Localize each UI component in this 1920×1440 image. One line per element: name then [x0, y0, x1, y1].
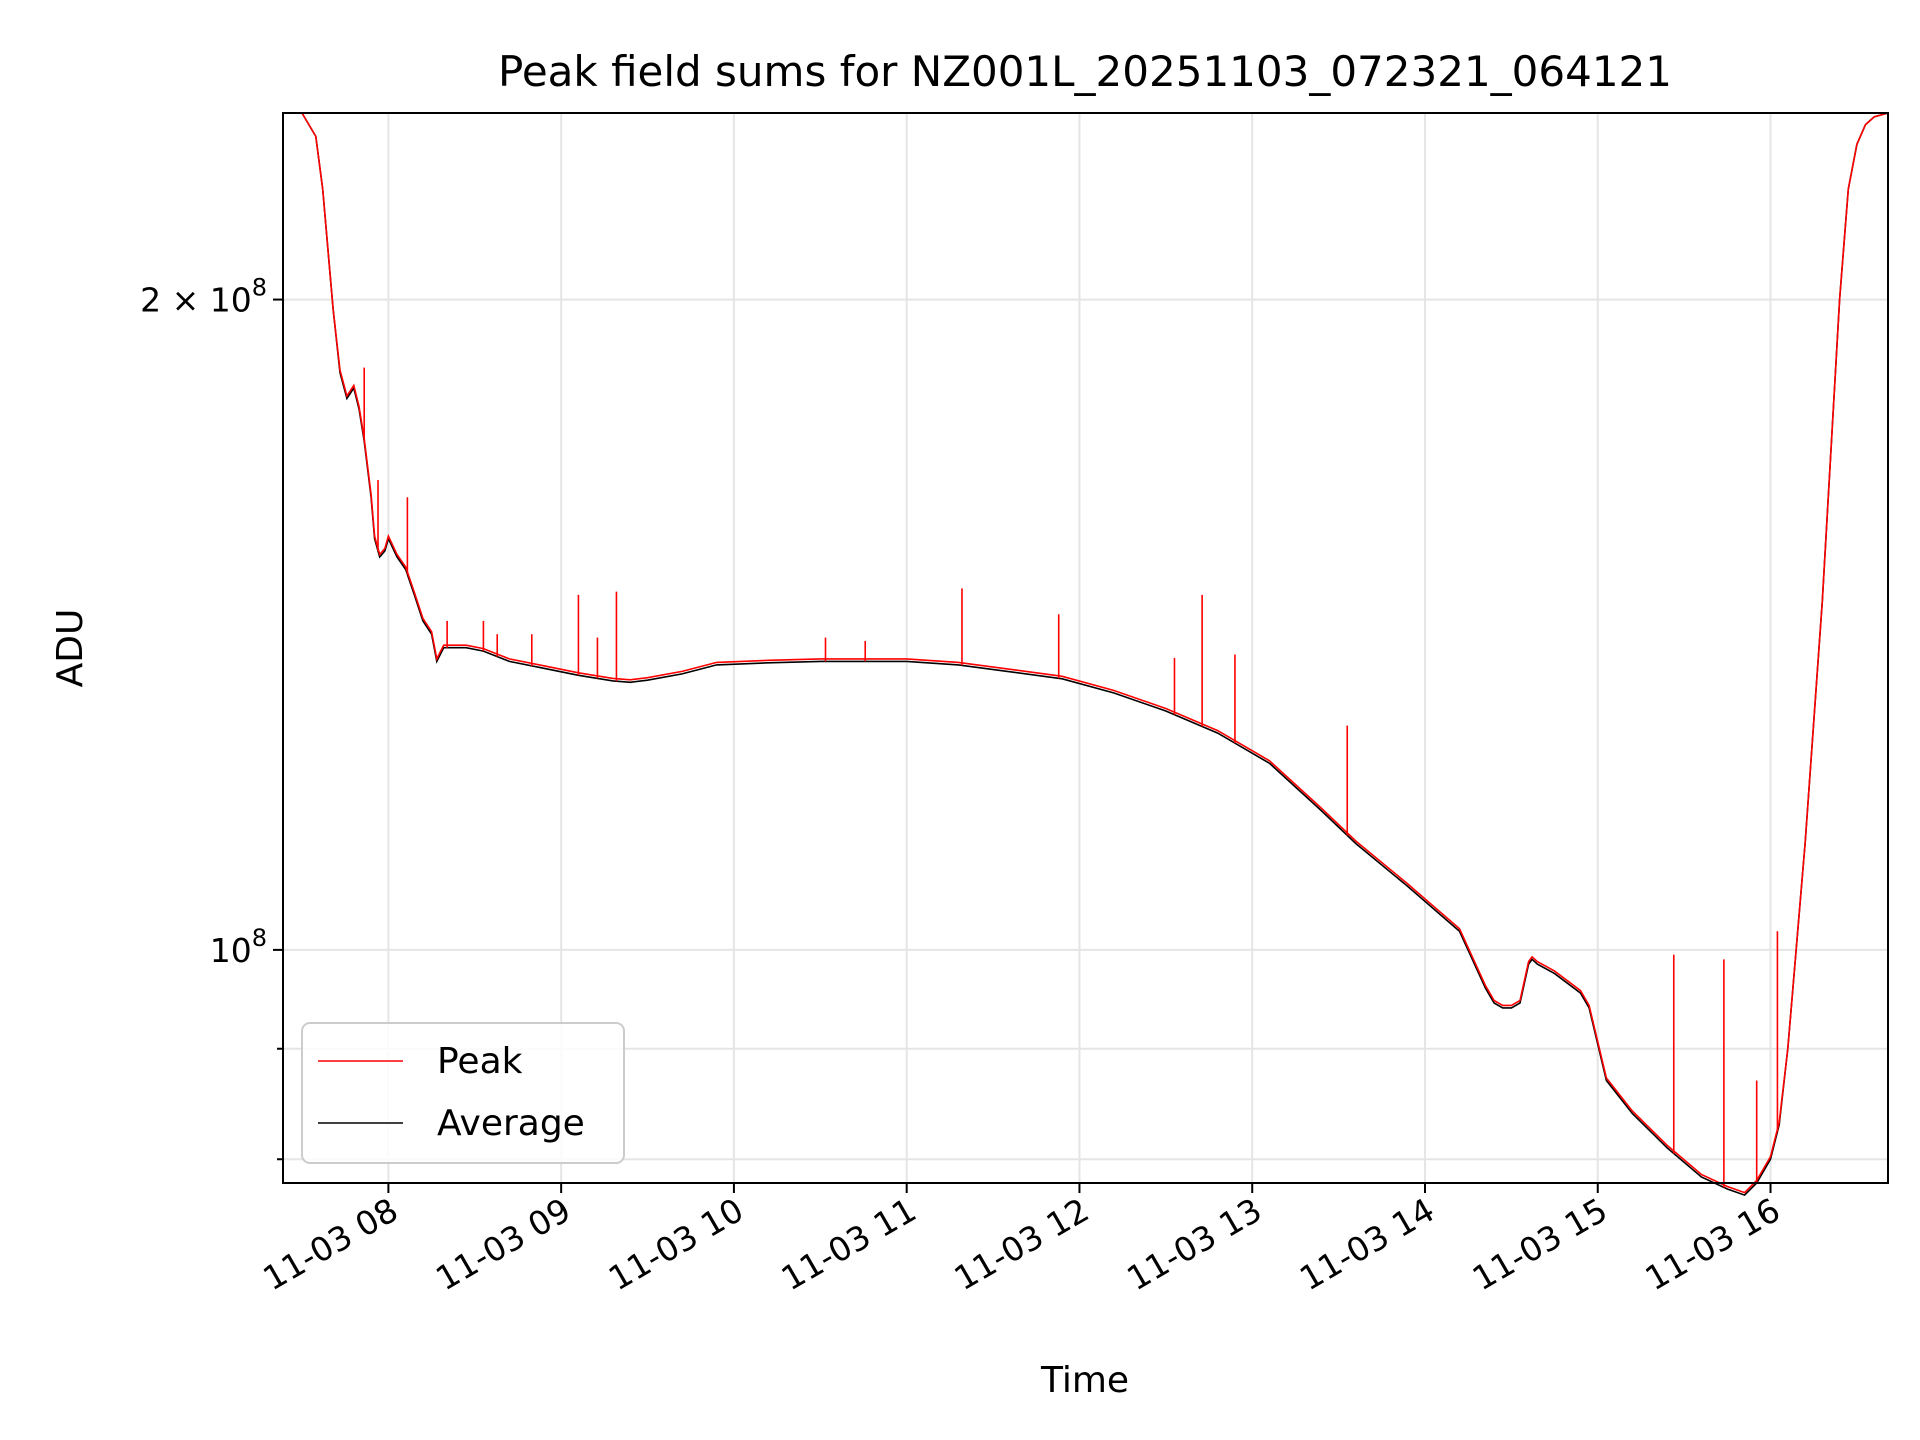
- legend: Peak Average: [301, 1022, 625, 1164]
- legend-peak-label: Peak: [437, 1041, 523, 1082]
- plot-frame: [282, 112, 1889, 1184]
- average-line: [283, 112, 1889, 1197]
- y-tick-label: 2 × 108: [140, 274, 267, 320]
- series-average: [283, 112, 1889, 1197]
- y-axis-label: ADU: [50, 609, 91, 688]
- legend-box: [301, 1022, 625, 1164]
- peak-line: [283, 112, 1889, 1194]
- x-gridlines: [387, 113, 1772, 1183]
- series-peak: [283, 112, 1889, 1194]
- y-axis-ticks: 108 2 × 108: [140, 274, 283, 1161]
- legend-average-label: Average: [437, 1103, 585, 1144]
- y-tick-label: 108: [210, 924, 267, 970]
- chart-title: Peak field sums for NZ001L_20251103_0723…: [498, 47, 1672, 96]
- x-axis-label: Time: [1040, 1360, 1129, 1401]
